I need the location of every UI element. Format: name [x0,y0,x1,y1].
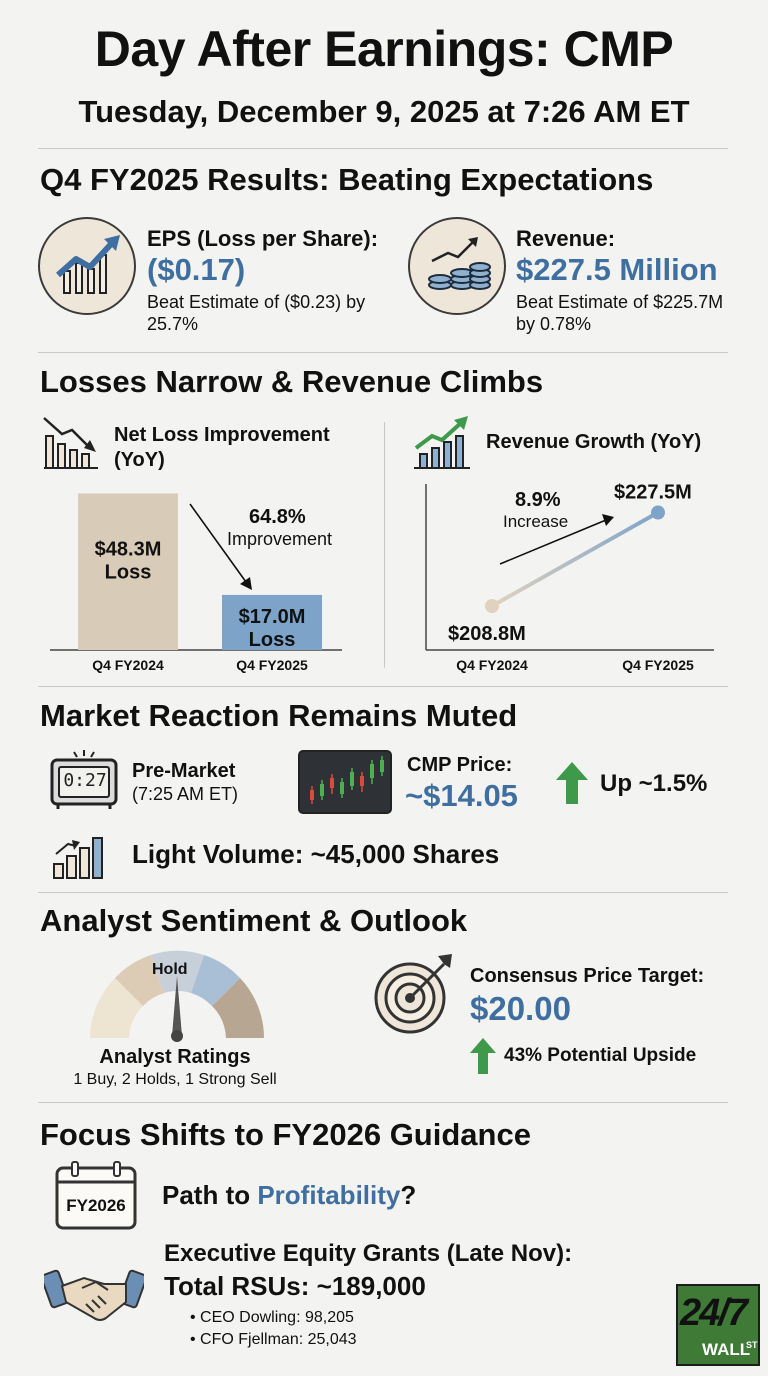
logo-sup: ST [746,1340,758,1350]
divider [38,1102,728,1103]
brand-logo: 24/7 WALL ST [676,1284,760,1366]
bar [222,594,322,650]
change-arrow [499,519,607,565]
potential-upside: 43% Potential Upside [504,1045,697,1066]
revenue-note-line1: Beat Estimate of $225.7M [516,292,724,312]
x-tick-label: Q4 FY2024 [456,657,528,673]
bar-data-label: $17.0M [239,606,306,628]
price-value: ~$14.05 [405,778,518,813]
path-suffix: ? [400,1180,417,1210]
volume-chart-icon [50,826,112,880]
bar-data-label: Loss [249,629,296,651]
equity-title: Executive Equity Grants (Late Nov): [164,1240,573,1267]
point-data-label: $227.5M [614,482,692,504]
trends-heading: Losses Narrow & Revenue Climbs [40,364,544,399]
eps-label: EPS (Loss per Share): [147,226,379,251]
declining-chart-icon [40,412,100,472]
growth-chart-icon [38,217,136,315]
volume-text: Light Volume: ~45,000 Shares [132,839,500,869]
coins-growth-icon [408,217,506,315]
rsu-total: Total RSUs: ~189,000 [164,1271,426,1301]
page-title: Day After Earnings: CMP [94,21,674,77]
divider [38,686,728,687]
grant-ceo: CEO Dowling: 98,205 [200,1309,354,1326]
bar-data-label: $48.3M [95,539,162,561]
point-data-label: $208.8M [448,623,526,645]
upside-arrow-icon [470,1038,496,1074]
bar-data-label: Loss [105,562,152,584]
x-tick-label: Q4 FY2025 [622,657,694,673]
divider [38,892,728,893]
analyst-heading: Analyst Sentiment & Outlook [40,903,468,938]
series-line [491,510,659,608]
profitability-question: Path to Profitability? [162,1180,416,1211]
logo-sub: WALL [702,1340,751,1359]
revenue-line-chart: $208.8M Q4 FY2024 $227.5M Q4 FY2025 [425,482,714,673]
eps-value: ($0.17) [147,252,246,287]
ratings-detail: 1 Buy, 2 Holds, 1 Strong Sell [73,1071,277,1088]
guidance-heading: Focus Shifts to FY2026 Guidance [40,1117,531,1152]
price-label: CMP Price: [407,754,513,776]
grant-item: • CFO Fjellman: 25,043 [190,1331,357,1348]
revenue-change-value: 8.9% [515,489,561,511]
x-tick-label: Q4 FY2024 [92,657,164,673]
change-arrow [189,503,247,583]
grant-item: • CEO Dowling: 98,205 [190,1309,354,1326]
revenue-value: $227.5 Million [516,252,718,287]
net-loss-title-line1: Net Loss Improvement [114,424,330,446]
path-prefix: Path to [162,1180,251,1210]
market-heading: Market Reaction Remains Muted [40,698,518,733]
results-heading: Q4 FY2025 Results: Beating Expectations [40,162,654,197]
chart-divider [384,422,385,668]
path-highlight: Profitability [257,1180,401,1210]
logo-main: 24/7 [680,1292,748,1334]
alarm-clock-icon [48,748,120,810]
calendar-icon [54,1160,138,1232]
calendar-label: FY2026 [66,1196,126,1215]
revenue-note-line2: by 0.78% [516,314,592,334]
net-loss-change-label: Improvement [227,529,333,549]
ratings-title: Analyst Ratings [99,1046,251,1068]
premarket-time: (7:25 AM ET) [132,784,239,804]
revenue-growth-title: Revenue Growth (YoY) [486,431,702,453]
eps-note-line1: Beat Estimate of ($0.23) by [147,292,366,312]
handshake-icon [40,1258,148,1328]
clock-display: 0:27 [63,770,107,791]
sentiment-gauge [84,950,270,1046]
target-label: Consensus Price Target: [470,965,705,987]
data-point [651,505,665,520]
net-loss-change-value: 64.8% [249,506,306,528]
divider [38,352,728,353]
target-icon [372,952,458,1038]
net-loss-title-line2: (YoY) [114,449,165,471]
eps-note-line2: 25.7% [147,314,199,334]
rising-chart-icon [412,414,472,470]
data-point [485,599,499,613]
price-change: Up ~1.5% [600,770,708,797]
grant-cfo: CFO Fjellman: 25,043 [200,1331,357,1348]
target-value: $20.00 [470,990,571,1027]
up-arrow-icon [556,762,588,804]
premarket-label: Pre-Market [132,760,236,782]
change-arrow-head [602,514,614,526]
divider [38,148,728,149]
revenue-change-label: Increase [503,512,569,531]
page-subtitle: Tuesday, December 9, 2025 at 7:26 AM ET [78,94,690,129]
change-arrow-head [240,577,252,590]
x-tick-label: Q4 FY2025 [236,657,308,673]
bar [78,493,178,650]
revenue-label: Revenue: [516,226,616,251]
gauge-label: Hold [152,961,188,978]
candlestick-chart-icon [298,750,392,814]
